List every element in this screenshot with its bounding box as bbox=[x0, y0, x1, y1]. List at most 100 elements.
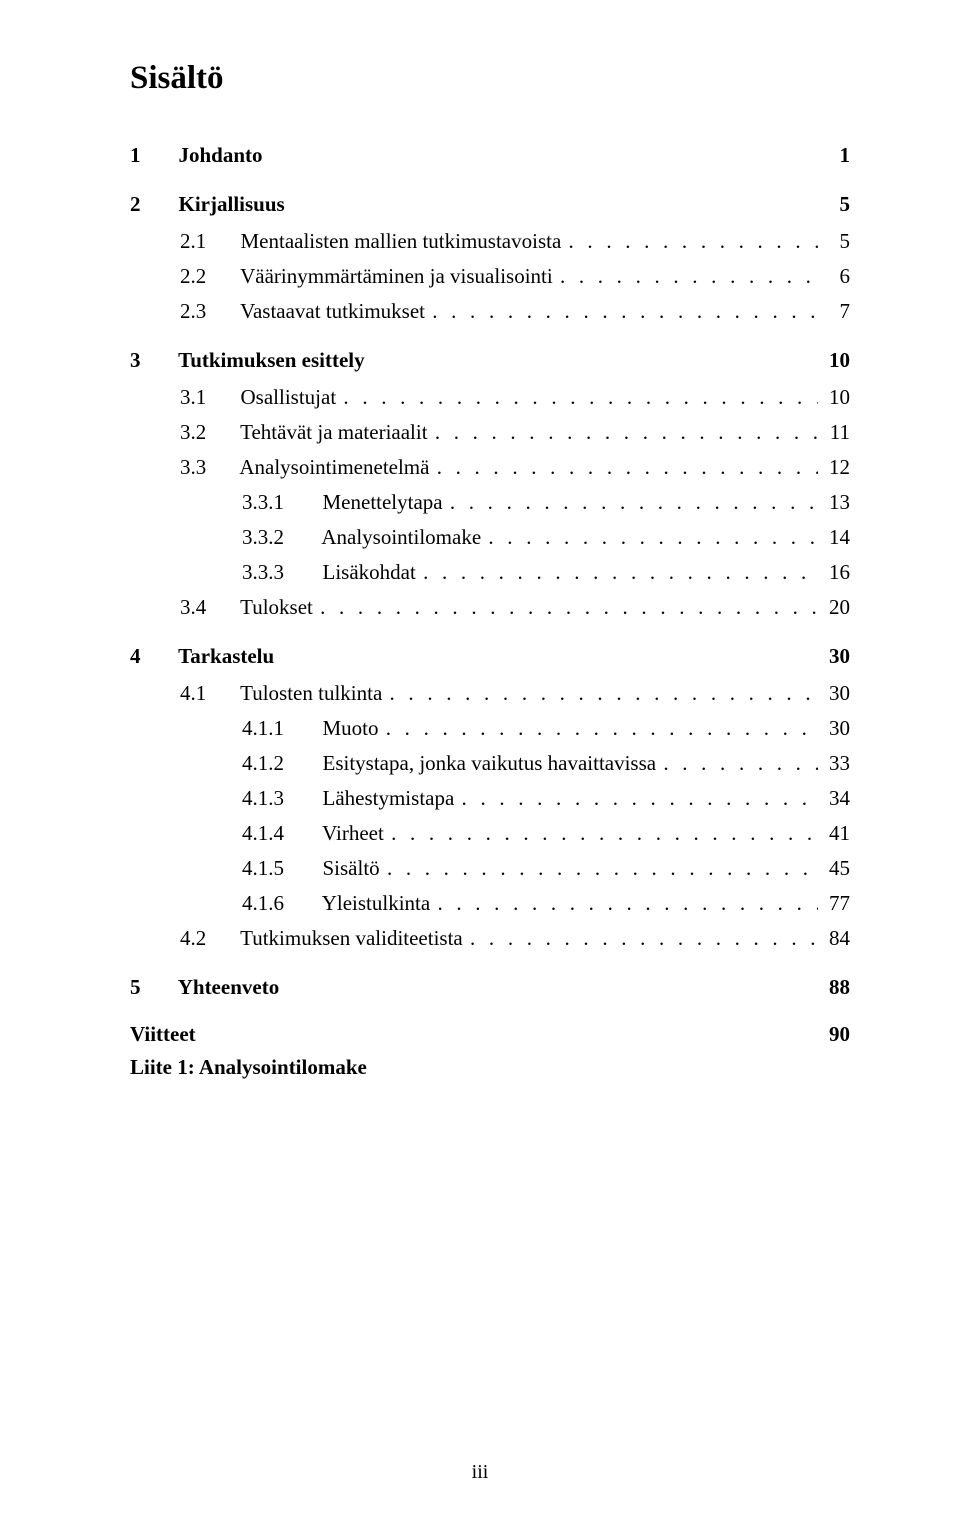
toc-entry-number: 4.2 bbox=[180, 928, 230, 949]
toc-entry-label: Tulosten tulkinta bbox=[230, 683, 388, 704]
toc-section-line: 4.1.6 Yleistulkinta 77 bbox=[130, 893, 850, 914]
toc-leader-dots bbox=[391, 823, 818, 844]
toc-entry-label: Muoto bbox=[312, 718, 384, 739]
toc-entry-page: 10 bbox=[822, 387, 850, 408]
toc-entry-label: Tulokset bbox=[230, 597, 318, 618]
toc-section-line: 3.4 Tulokset 20 bbox=[130, 597, 850, 618]
toc-leader-dots bbox=[432, 301, 818, 322]
toc-entry-label: Mentaalisten mallien tutkimustavoista bbox=[230, 231, 567, 252]
toc-entry-label: Analysointimenetelmä bbox=[230, 457, 435, 478]
toc-leader-dots bbox=[387, 858, 818, 879]
toc-entry-label: Analysointilomake bbox=[312, 527, 486, 548]
toc-appendix-label: Viitteet bbox=[130, 1024, 196, 1045]
toc-entry-label: Yleistulkinta bbox=[312, 893, 435, 914]
toc-appendix-page: 90 bbox=[822, 1024, 850, 1045]
toc-entry-number: 5 bbox=[130, 977, 168, 998]
toc-entry-page: 30 bbox=[822, 683, 850, 704]
toc-entry-number: 4.1.4 bbox=[242, 823, 312, 844]
toc-entry-number: 3 bbox=[130, 350, 168, 371]
toc-entry-label: Lähestymistapa bbox=[312, 788, 460, 809]
toc-leader-dots bbox=[462, 788, 818, 809]
toc-entry-number: 3.3 bbox=[180, 457, 230, 478]
toc-entry-page: 30 bbox=[822, 718, 850, 739]
toc-section-line: 4.1.4 Virheet 41 bbox=[130, 823, 850, 844]
toc-leader-dots bbox=[560, 266, 818, 287]
toc-section-line: 4.1.5 Sisältö 45 bbox=[130, 858, 850, 879]
toc-leader-dots bbox=[437, 457, 818, 478]
toc-entry-page: 13 bbox=[822, 492, 850, 513]
toc-section-line: 3.3.3 Lisäkohdat 16 bbox=[130, 562, 850, 583]
toc-entry-number: 3.3.1 bbox=[242, 492, 312, 513]
toc-section-line: 4.1.2 Esitystapa, jonka vaikutus havaitt… bbox=[130, 753, 850, 774]
toc-leader-dots bbox=[320, 597, 818, 618]
toc-entry-page: 41 bbox=[822, 823, 850, 844]
toc-entry-page: 77 bbox=[822, 893, 850, 914]
toc-entry-number: 4.1.2 bbox=[242, 753, 312, 774]
toc-entry-number: 2 bbox=[130, 194, 168, 215]
toc-leader-dots bbox=[343, 387, 818, 408]
toc-leader-dots bbox=[390, 683, 818, 704]
toc-entry-number: 3.3.2 bbox=[242, 527, 312, 548]
toc-leader-dots bbox=[663, 753, 818, 774]
toc-entry-number: 4.1.5 bbox=[242, 858, 312, 879]
toc-appendix-block: Viitteet 90 Liite 1: Analysointilomake bbox=[130, 1024, 850, 1078]
toc-entry-label: Osallistujat bbox=[230, 387, 341, 408]
toc-leader-dots bbox=[437, 893, 818, 914]
toc-section-line: 3.3.2 Analysointilomake 14 bbox=[130, 527, 850, 548]
toc-entry-page: 34 bbox=[822, 788, 850, 809]
toc-entry-label: Kirjallisuus bbox=[168, 194, 290, 215]
table-of-contents: 1 Johdanto 12 Kirjallisuus 52.1 Mentaali… bbox=[130, 145, 850, 998]
toc-entry-page: 10 bbox=[822, 350, 850, 371]
toc-entry-page: 11 bbox=[822, 422, 850, 443]
toc-section-line: 3.3 Analysointimenetelmä 12 bbox=[130, 457, 850, 478]
toc-leader-dots bbox=[386, 718, 818, 739]
toc-entry-label: Esitystapa, jonka vaikutus havaittavissa bbox=[312, 753, 661, 774]
toc-entry-page: 6 bbox=[822, 266, 850, 287]
toc-section-line: 3.3.1 Menettelytapa 13 bbox=[130, 492, 850, 513]
toc-entry-label: Tehtävät ja materiaalit bbox=[230, 422, 433, 443]
toc-entry-label: Virheet bbox=[312, 823, 389, 844]
toc-entry-page: 33 bbox=[822, 753, 850, 774]
toc-entry-number: 3.3.3 bbox=[242, 562, 312, 583]
toc-section-line: 3.1 Osallistujat 10 bbox=[130, 387, 850, 408]
toc-leader-dots bbox=[470, 928, 818, 949]
toc-entry-number: 4.1.3 bbox=[242, 788, 312, 809]
toc-entry-number: 2.1 bbox=[180, 231, 230, 252]
toc-entry-label: Johdanto bbox=[168, 145, 268, 166]
toc-entry-page: 84 bbox=[822, 928, 850, 949]
toc-chapter-line: 3 Tutkimuksen esittely 10 bbox=[130, 350, 850, 371]
page: Sisältö 1 Johdanto 12 Kirjallisuus 52.1 … bbox=[0, 0, 960, 1536]
toc-appendix-line: Liite 1: Analysointilomake bbox=[130, 1057, 850, 1078]
toc-chapter-line: 2 Kirjallisuus 5 bbox=[130, 194, 850, 215]
toc-entry-number: 3.4 bbox=[180, 597, 230, 618]
toc-entry-label: Tutkimuksen esittely bbox=[168, 350, 370, 371]
toc-section-line: 2.1 Mentaalisten mallien tutkimustavoist… bbox=[130, 231, 850, 252]
toc-section-line: 4.1.3 Lähestymistapa 34 bbox=[130, 788, 850, 809]
toc-entry-page: 88 bbox=[822, 977, 850, 998]
toc-section-line: 2.3 Vastaavat tutkimukset 7 bbox=[130, 301, 850, 322]
toc-entry-number: 4.1.6 bbox=[242, 893, 312, 914]
toc-entry-number: 2.2 bbox=[180, 266, 230, 287]
toc-leader-dots bbox=[423, 562, 818, 583]
toc-leader-dots bbox=[450, 492, 818, 513]
toc-entry-page: 12 bbox=[822, 457, 850, 478]
toc-entry-number: 4.1.1 bbox=[242, 718, 312, 739]
toc-entry-number: 2.3 bbox=[180, 301, 230, 322]
toc-entry-number: 4 bbox=[130, 646, 168, 667]
toc-chapter-line: 5 Yhteenveto 88 bbox=[130, 977, 850, 998]
toc-entry-page: 5 bbox=[822, 194, 850, 215]
toc-chapter-line: 4 Tarkastelu 30 bbox=[130, 646, 850, 667]
toc-leader-dots bbox=[488, 527, 818, 548]
toc-entry-page: 16 bbox=[822, 562, 850, 583]
toc-entry-page: 45 bbox=[822, 858, 850, 879]
toc-leader-dots bbox=[569, 231, 818, 252]
toc-entry-number: 1 bbox=[130, 145, 168, 166]
toc-entry-number: 3.2 bbox=[180, 422, 230, 443]
toc-entry-label: Väärinymmärtäminen ja visualisointi bbox=[230, 266, 558, 287]
toc-entry-number: 4.1 bbox=[180, 683, 230, 704]
toc-appendix-line: Viitteet 90 bbox=[130, 1024, 850, 1045]
toc-leader-dots bbox=[435, 422, 818, 443]
toc-appendix-label: Liite 1: Analysointilomake bbox=[130, 1057, 367, 1078]
toc-entry-page: 1 bbox=[822, 145, 850, 166]
toc-section-line: 2.2 Väärinymmärtäminen ja visualisointi … bbox=[130, 266, 850, 287]
